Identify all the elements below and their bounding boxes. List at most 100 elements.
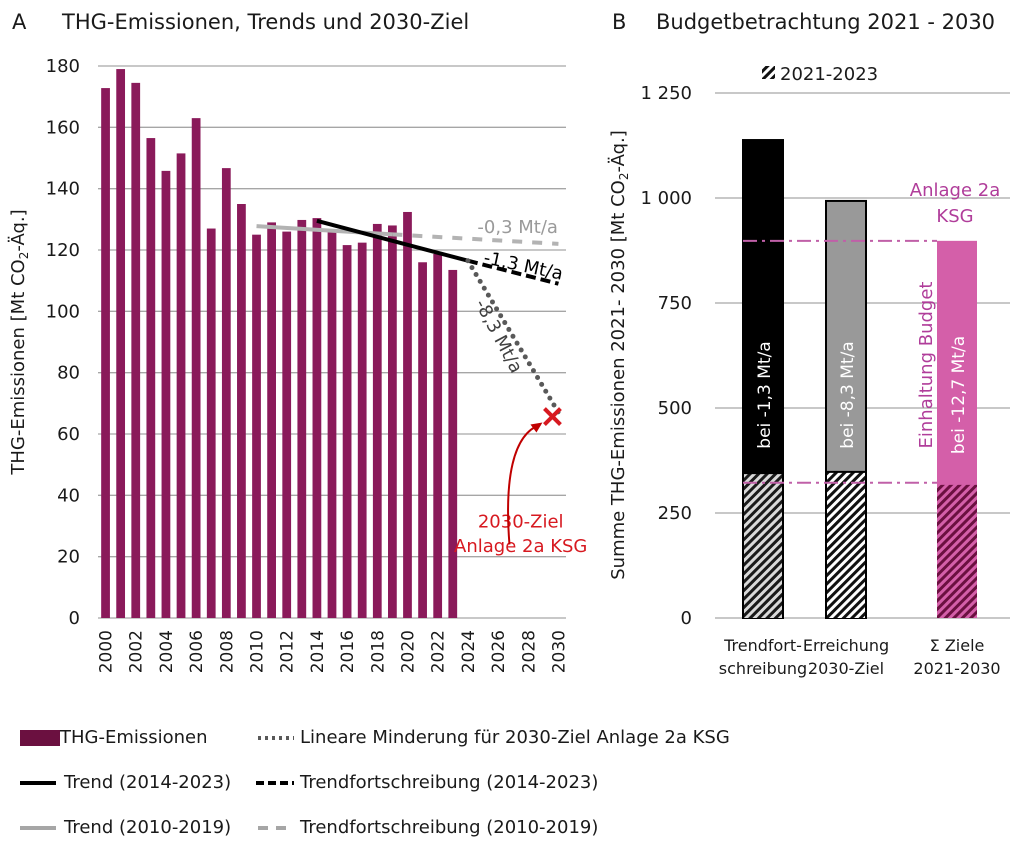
legend-swatch-solid-black	[20, 780, 56, 785]
annotation-label: KSG	[936, 206, 973, 227]
emission-bar	[448, 269, 458, 618]
x-tick-label: 2028	[519, 630, 539, 673]
bar-inner-label: bei -8,3 Mt/a	[838, 341, 858, 448]
emission-bar	[327, 231, 337, 618]
annotation-label: -0,3 Mt/a	[477, 217, 558, 238]
y-tick-label: 1 000	[640, 188, 692, 209]
budget-bar	[825, 199, 867, 619]
annotation-label: 2030-Ziel	[478, 512, 564, 533]
legend-label: Trend (2010-2019)	[64, 817, 232, 838]
legend-item-trend-extension-2010: Trendfortschreibung (2010-2019)	[256, 817, 598, 838]
budget-bar-2021-2023	[827, 471, 865, 618]
x-category-label: Erreichung	[803, 636, 889, 655]
panel-b-letter: B	[612, 10, 627, 34]
panel-a-letter: A	[12, 10, 27, 34]
budget-bar-2021-2023	[937, 484, 977, 618]
emission-bar	[282, 231, 292, 618]
x-tick-label: 2010	[248, 630, 268, 673]
y-axis-label: THG-Emissionen [Mt CO2-Äq.]	[8, 209, 31, 475]
chart-a: 0 20 40 60 80 100 120 140 160 180 2000 2002 2004 2006…	[8, 56, 587, 673]
legend-swatch-emissions	[20, 729, 60, 746]
y-tick-label: 100	[46, 301, 80, 322]
legend-hatch-swatch	[762, 66, 775, 79]
legend-item-emissions: THG-Emissionen	[20, 727, 208, 748]
x-tick-label: 2002	[127, 630, 147, 673]
emission-bar	[357, 242, 367, 618]
x-category-label: schreibung	[719, 659, 807, 678]
x-tick-label: 2006	[187, 630, 207, 673]
emission-bar	[403, 211, 412, 618]
emission-bar	[372, 223, 382, 618]
emission-bar	[191, 118, 201, 618]
legend-label: Lineare Minderung für 2030-Ziel Anlage 2…	[300, 727, 730, 748]
y-tick-label: 1 250	[640, 83, 692, 104]
legend-item-linear-reduction: Lineare Minderung für 2030-Ziel Anlage 2…	[256, 727, 730, 748]
legend-swatch-dotted	[258, 735, 294, 740]
legend-label: Trendfortschreibung (2010-2019)	[300, 817, 599, 838]
budget-bar	[937, 240, 977, 618]
legend-label: 2021-2023	[780, 64, 878, 85]
legend-label: THG-Emissionen	[60, 727, 208, 748]
y-tick-label: 0	[681, 608, 692, 629]
y-tick-label: 180	[46, 56, 80, 77]
bar-inner-label: bei -1,3 Mt/a	[755, 341, 775, 448]
x-tick-label: 2012	[278, 630, 298, 673]
emission-bar	[388, 225, 397, 618]
y-axis-label: Summe THG-Emissionen 2021- 2030 [Mt CO2-…	[608, 130, 631, 580]
trend-extension-line	[392, 232, 559, 246]
panel-a-title: THG-Emissionen, Trends und 2030-Ziel	[62, 10, 470, 34]
target-x-marker	[543, 407, 562, 426]
emission-bar	[176, 153, 186, 618]
y-tick-label: 140	[46, 179, 80, 200]
emission-bar	[101, 88, 110, 618]
trend-line	[256, 224, 393, 237]
emission-bar	[312, 218, 322, 618]
x-tick-label: 2016	[338, 630, 358, 673]
y-tick-label: 80	[57, 363, 80, 384]
annotation-label: Anlage 2a KSG	[454, 536, 587, 557]
emission-bar	[116, 69, 126, 619]
y-tick-label: 160	[46, 117, 80, 138]
panel-b-title: Budgetbetrachtung 2021 - 2030	[656, 10, 996, 34]
y-tick-label: 20	[57, 547, 80, 568]
x-tick-label: 2004	[157, 630, 177, 673]
target-arrowhead	[530, 422, 543, 433]
x-tick-label: 2024	[459, 630, 479, 673]
linear-reduction-line	[465, 258, 561, 416]
legend-swatch-solid-gray	[20, 825, 56, 830]
legend-label: Trendfortschreibung (2014-2023)	[300, 772, 599, 793]
y-tick-label: 250	[658, 503, 692, 524]
y-tick-label: 40	[57, 485, 80, 506]
y-tick-label: 120	[46, 240, 80, 261]
emission-bar	[237, 204, 246, 618]
y-tick-label: 60	[57, 424, 80, 445]
x-tick-label: 2026	[489, 630, 509, 673]
x-tick-label: 2018	[368, 630, 388, 673]
emission-bar	[146, 138, 156, 619]
x-tick-label: 2014	[308, 630, 328, 673]
emission-bar	[206, 228, 216, 619]
emission-bar	[433, 253, 443, 618]
emission-bar	[297, 219, 307, 619]
x-category-label: Σ Ziele	[930, 636, 985, 655]
emission-bar	[267, 222, 276, 618]
legend-item-trend-extension-2014: Trendfortschreibung (2014-2023)	[256, 772, 598, 793]
bar-inner-label: bei -12,7 Mt/a	[949, 336, 969, 454]
budget-bar	[742, 139, 784, 619]
emission-bar	[252, 234, 261, 618]
legend-item-trend-2010: Trend (2010-2019)	[20, 817, 231, 838]
x-tick-label: 2022	[429, 630, 449, 673]
legend-item-trend-2014: Trend (2014-2023)	[20, 772, 231, 793]
emission-bar	[161, 170, 171, 618]
x-category-label: 2021-2030	[913, 659, 1000, 678]
annotation-label: Einhaltung Budget	[916, 282, 937, 449]
x-tick-label: 2020	[398, 630, 418, 673]
x-category-label: Trendfort-	[723, 636, 802, 655]
annotation-label: Anlage 2a	[910, 180, 1000, 201]
emission-bar	[342, 245, 352, 619]
target-arrow	[507, 423, 541, 545]
emission-bar	[131, 82, 141, 618]
legend-swatch-dashed-black	[256, 780, 294, 785]
x-tick-label: 2000	[97, 630, 117, 673]
emission-bar	[418, 262, 427, 618]
